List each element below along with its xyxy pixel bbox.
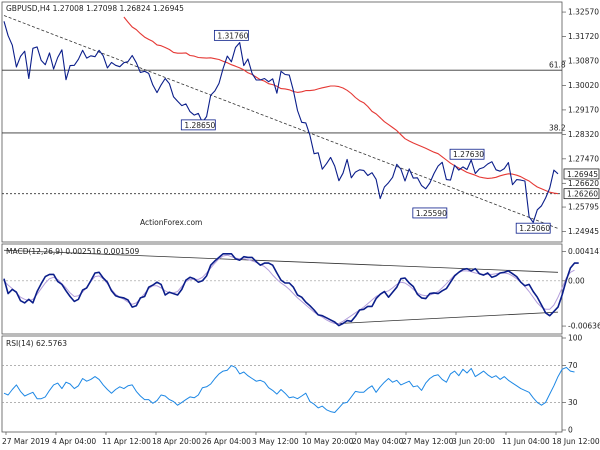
price-tag-box	[563, 168, 600, 180]
rsi-axis-tick-label: 0	[568, 426, 573, 435]
annotation-box	[180, 119, 216, 131]
price-tag-label: 1.26945	[567, 170, 598, 179]
price-axis-tick-label: 1.24945	[568, 227, 599, 236]
x-tick-label: 3 Jun 20:00	[452, 437, 495, 446]
x-tick-label: 18 Apr 20:00	[152, 437, 201, 446]
fib-label: 38.2	[549, 123, 566, 132]
annotation-box	[515, 222, 551, 234]
macd-layer	[2, 249, 579, 327]
annotation-label: 1.27630	[453, 150, 484, 159]
price-axis-tick-label: 1.30870	[568, 56, 599, 65]
x-tick-label: 11 Jun 04:00	[502, 437, 550, 446]
annotation-box	[213, 29, 249, 41]
rsi-panel-frame	[1, 335, 563, 433]
price-axis-tick-label: 1.30020	[568, 81, 599, 90]
price-tag-box	[563, 188, 600, 200]
x-tick-label: 4 Apr 04:00	[52, 437, 96, 446]
macd-axis-tick-label: 0.004141	[568, 247, 600, 256]
price-axis-tick-label: 1.29170	[568, 105, 599, 114]
x-tick-label: 10 May 20:00	[302, 437, 354, 446]
price-panel-frame	[1, 1, 563, 243]
moving-average-line	[123, 16, 559, 195]
axis-layer: 1.32570 1.31720 1.30870 1.30020 1.29170 1.283…	[2, 8, 600, 446]
x-tick-label: 11 Apr 12:00	[102, 437, 151, 446]
fib-label: 61.8	[549, 61, 566, 70]
price-axis-tick-label: 1.26620	[568, 179, 599, 188]
price-layer: 61.8 38.2 1.31760 1.28650 1.27630 1.25590 1.25…	[2, 15, 566, 234]
macd-lower-trendline	[338, 311, 559, 324]
x-tick-label: 20 May 04:00	[352, 437, 404, 446]
x-tick-label: 18 Jun 12:00	[552, 437, 600, 446]
macd-signal-line	[3, 254, 575, 324]
price-axis-tick-label: 1.31720	[568, 32, 599, 41]
price-axis-tick-label: 1.32570	[568, 8, 599, 17]
macd-panel-title: MACD(12,26,9) 0.002516 0.001509	[6, 247, 140, 256]
annotation-label: 1.25060	[519, 224, 550, 233]
rsi-panel-title: RSI(14) 62.5763	[6, 339, 67, 348]
macd-axis-tick-label: 0.00	[568, 276, 585, 285]
downtrend-line	[3, 15, 559, 229]
annotation-label: 1.25590	[416, 209, 447, 218]
price-axis-tick-label: 1.25795	[568, 203, 599, 212]
annotation-box	[412, 207, 448, 219]
x-tick-label: 3 May 12:00	[252, 437, 299, 446]
x-tick-label: 27 May 12:00	[402, 437, 454, 446]
x-tick-label: 26 Apr 04:00	[202, 437, 251, 446]
price-axis-tick-label: 1.27470	[568, 154, 599, 163]
price-axis-tick-label: 1.28320	[568, 130, 599, 139]
annotation-box	[449, 148, 485, 160]
annotation-label: 1.31760	[217, 31, 248, 40]
annotation-label: 1.28650	[184, 121, 215, 130]
rsi-axis-tick-label: 100	[568, 334, 583, 343]
price-tag-label: 1.26260	[567, 190, 598, 199]
watermark: ActionForex.com	[140, 218, 202, 227]
price-line	[3, 21, 559, 223]
rsi-axis-tick-label: 30	[568, 398, 578, 407]
price-panel-title: GBPUSD,H4 1.27008 1.27098 1.26824 1.2694…	[6, 4, 184, 13]
x-tick-label: 27 Mar 2019	[2, 437, 50, 446]
rsi-line	[3, 365, 575, 413]
macd-axis-tick-label: -0.006365	[568, 322, 600, 331]
rsi-axis-tick-label: 70	[568, 361, 578, 370]
rsi-layer	[2, 365, 575, 413]
macd-line	[3, 253, 579, 327]
